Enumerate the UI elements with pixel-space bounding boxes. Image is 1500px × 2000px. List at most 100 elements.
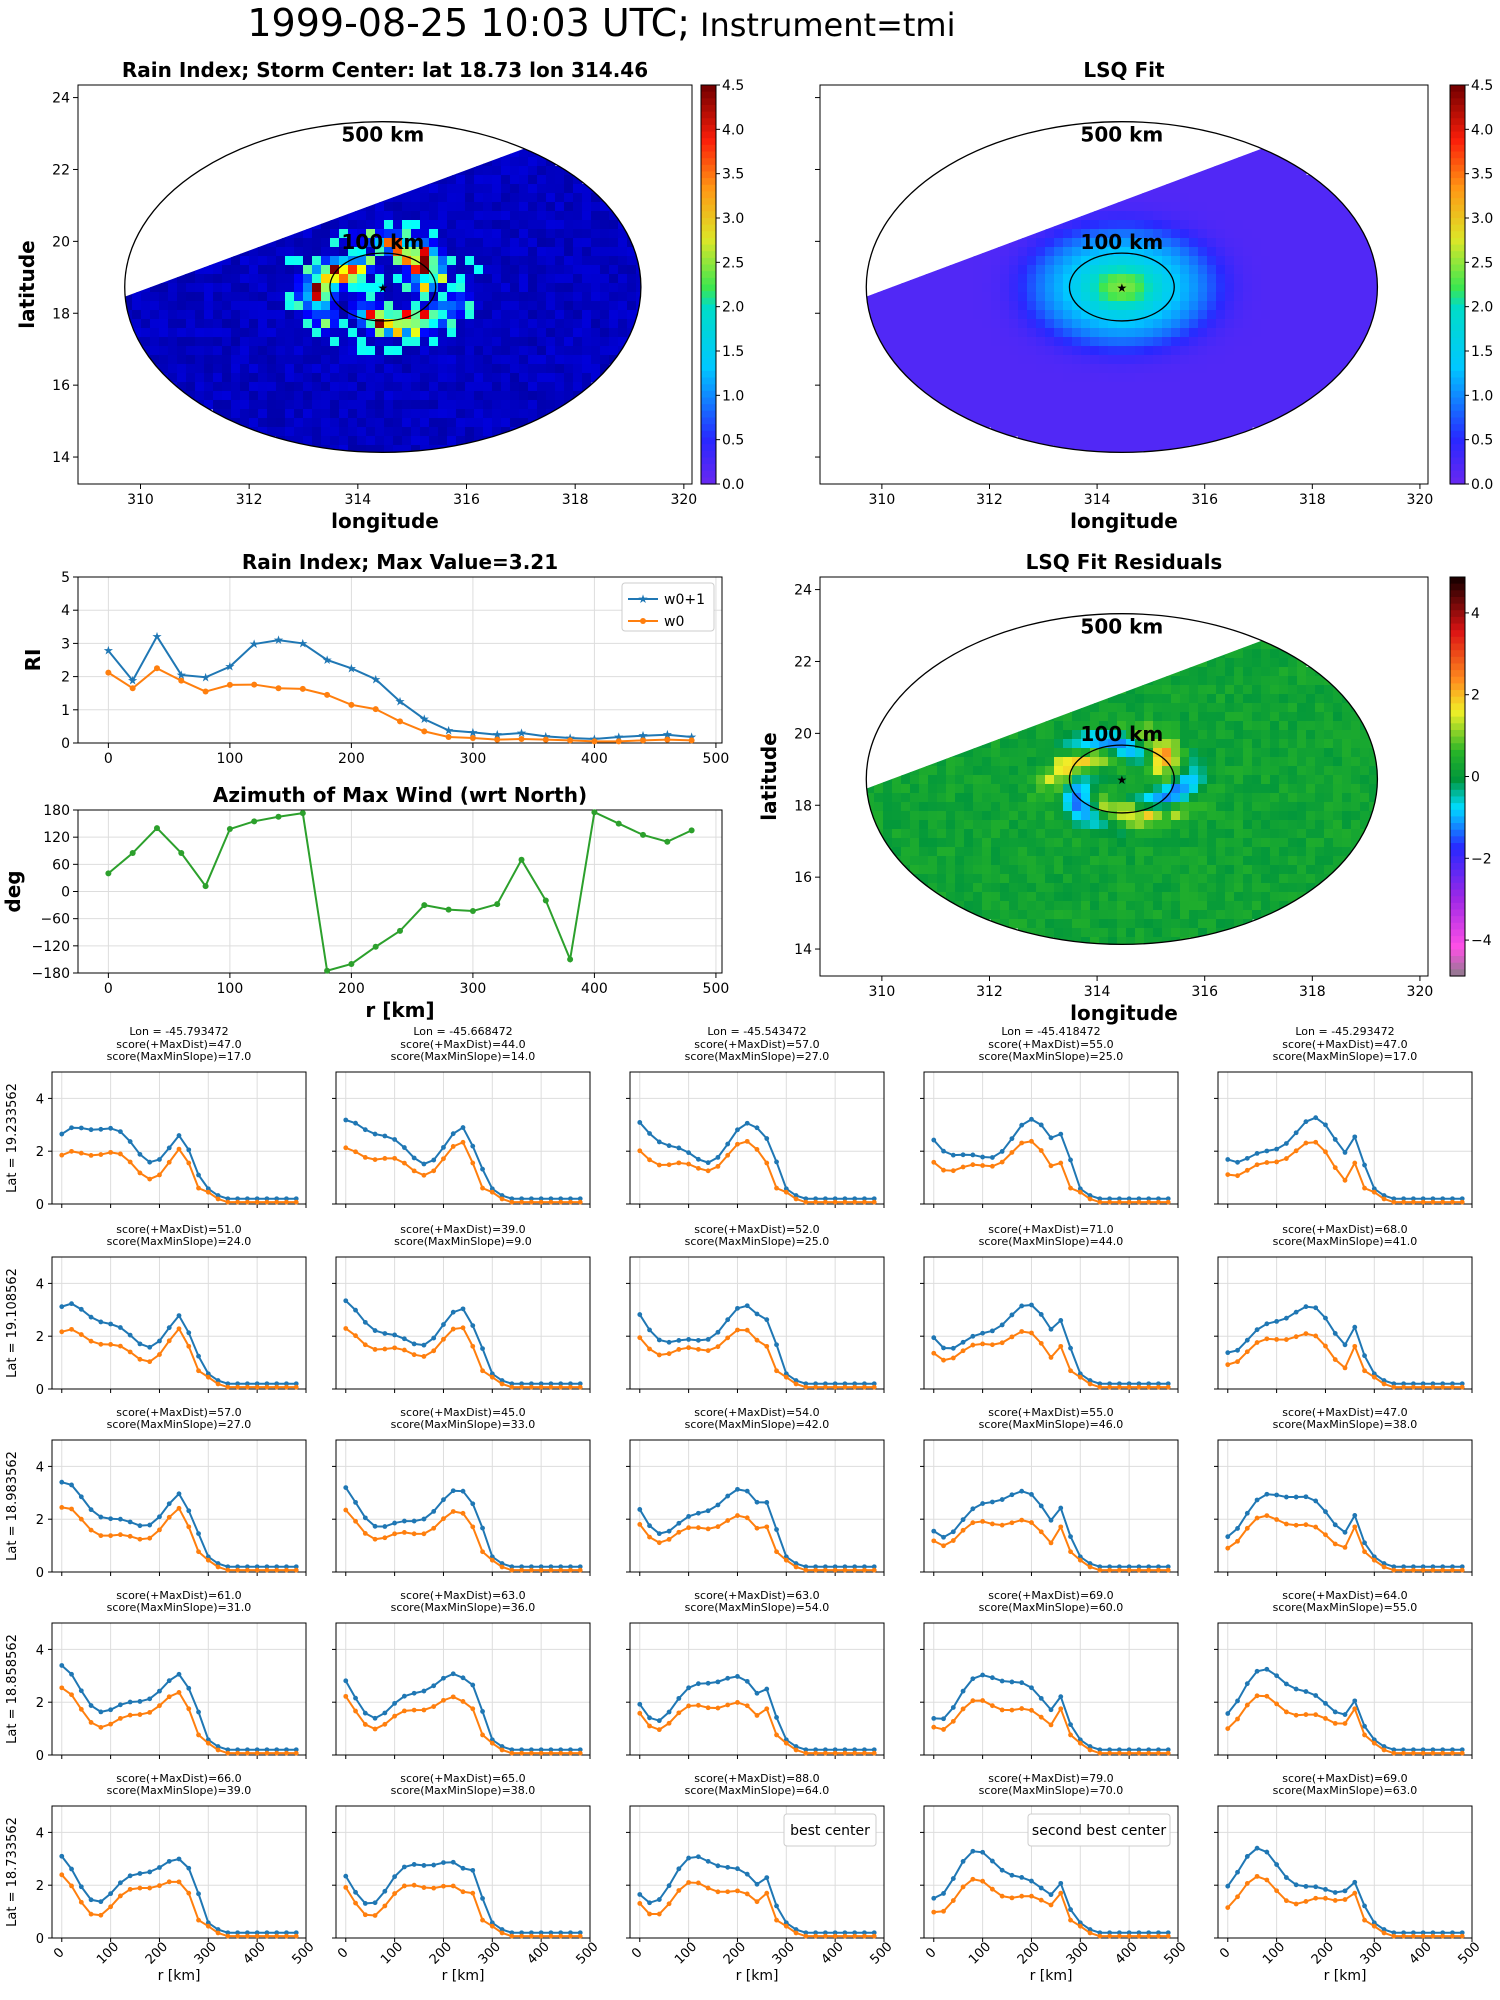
score-maxdist: score(+MaxDist)=52.0 <box>694 1223 819 1236</box>
data-point <box>343 1693 349 1699</box>
data-point <box>666 1901 672 1907</box>
data-point <box>999 1707 1005 1713</box>
data-point <box>1146 1384 1152 1390</box>
data-point <box>970 1342 976 1348</box>
data-point <box>686 1855 692 1861</box>
data-point <box>254 1384 260 1390</box>
data-point <box>803 1750 809 1756</box>
data-point <box>1342 1150 1348 1155</box>
series-line <box>933 1878 1169 1938</box>
data-point <box>1450 1196 1455 1202</box>
data-point <box>764 1524 770 1530</box>
data-point <box>215 1930 221 1936</box>
data-point <box>147 1522 153 1528</box>
data-point <box>1116 1750 1122 1756</box>
data-point <box>1381 1381 1387 1387</box>
data-point <box>1136 1196 1142 1202</box>
y-tick-label: 2 <box>36 1696 44 1711</box>
data-point <box>470 1682 476 1688</box>
data-point <box>196 1709 201 1715</box>
score-maxdist: score(+MaxDist)=55.0 <box>988 1406 1113 1419</box>
data-point <box>999 1497 1005 1502</box>
data-point <box>343 1485 349 1491</box>
colorbar-cell <box>701 178 716 186</box>
data-point <box>686 1880 692 1885</box>
series-line <box>639 1121 875 1200</box>
colorbar-cell <box>1450 610 1465 618</box>
legend: ★ <box>621 582 715 632</box>
data-point <box>999 1522 1005 1528</box>
data-point <box>1156 1384 1161 1390</box>
data-point <box>401 1693 407 1699</box>
series-line <box>61 1687 297 1755</box>
data-point <box>470 1867 476 1873</box>
data-point <box>764 1706 770 1712</box>
data-point <box>1244 1337 1250 1343</box>
lon-label: Lon = -45.543472 <box>707 1025 806 1038</box>
data-point <box>274 1564 280 1570</box>
data-point <box>664 736 671 743</box>
colorbar-cell <box>1450 816 1465 824</box>
data-point <box>1068 1917 1073 1923</box>
colorbar-cell <box>701 357 716 365</box>
data-point <box>519 1564 525 1570</box>
data-point <box>1126 1384 1132 1390</box>
data-point: ★ <box>322 653 333 667</box>
data-point <box>960 1152 966 1158</box>
colorbar-cell <box>701 377 716 385</box>
grid-subplot <box>920 1805 1179 1942</box>
data-point <box>519 1384 525 1390</box>
data-point <box>1342 1365 1348 1371</box>
data-point <box>832 1199 838 1205</box>
subplot-frame <box>51 1805 307 1939</box>
y-tick-label: 20 <box>794 726 812 742</box>
data-point <box>450 1131 456 1137</box>
data-point <box>343 1885 349 1890</box>
data-point <box>1430 1199 1436 1205</box>
data-point <box>382 1133 388 1139</box>
data-point <box>1440 1196 1446 1202</box>
data-point <box>1225 1883 1231 1889</box>
x-tick-label: 200 <box>1015 1939 1043 1967</box>
data-point <box>1077 1920 1083 1926</box>
data-point <box>1381 1378 1387 1383</box>
data-point <box>78 1688 84 1694</box>
data-point: ★ <box>152 629 163 643</box>
data-point <box>1038 1885 1044 1891</box>
data-point <box>822 1567 828 1573</box>
data-point <box>735 1513 740 1518</box>
data-point <box>293 1199 299 1205</box>
data-point <box>528 1381 534 1387</box>
colorbar-tick-label: 3.5 <box>1471 167 1493 183</box>
colorbar-tick-label: 1.0 <box>1471 388 1493 404</box>
data-point <box>1126 1750 1132 1756</box>
data-point <box>69 1866 74 1872</box>
score-maxdist: score(+MaxDist)=47.0 <box>1282 1038 1407 1051</box>
subplot-frame <box>923 1256 1179 1390</box>
data-point <box>480 1185 485 1191</box>
data-point <box>538 1199 544 1205</box>
data-point <box>1019 1893 1025 1899</box>
colorbar-cell <box>701 430 716 439</box>
data-point <box>1283 1156 1289 1161</box>
data-point <box>78 1332 84 1337</box>
subplot-frame <box>923 1071 1179 1205</box>
data-point <box>1126 1564 1132 1570</box>
data-point <box>284 1930 289 1936</box>
series-line <box>639 1881 875 1938</box>
data-point <box>1362 1903 1367 1909</box>
colorbar-cell <box>1450 437 1465 445</box>
x-tick-label: 316 <box>453 492 480 508</box>
colorbar-cell <box>701 437 716 445</box>
data-point <box>1352 1524 1358 1530</box>
score-maxdist: score(+MaxDist)=55.0 <box>988 1038 1113 1051</box>
data-point <box>666 1162 672 1168</box>
colorbar-cell <box>1450 670 1465 678</box>
data-point <box>1019 1122 1025 1128</box>
data-point <box>931 1715 937 1721</box>
data-point <box>666 1883 672 1889</box>
colorbar-cell <box>701 450 716 458</box>
data-point <box>254 1567 260 1573</box>
series-line <box>61 1326 297 1389</box>
data-point <box>970 1698 976 1704</box>
